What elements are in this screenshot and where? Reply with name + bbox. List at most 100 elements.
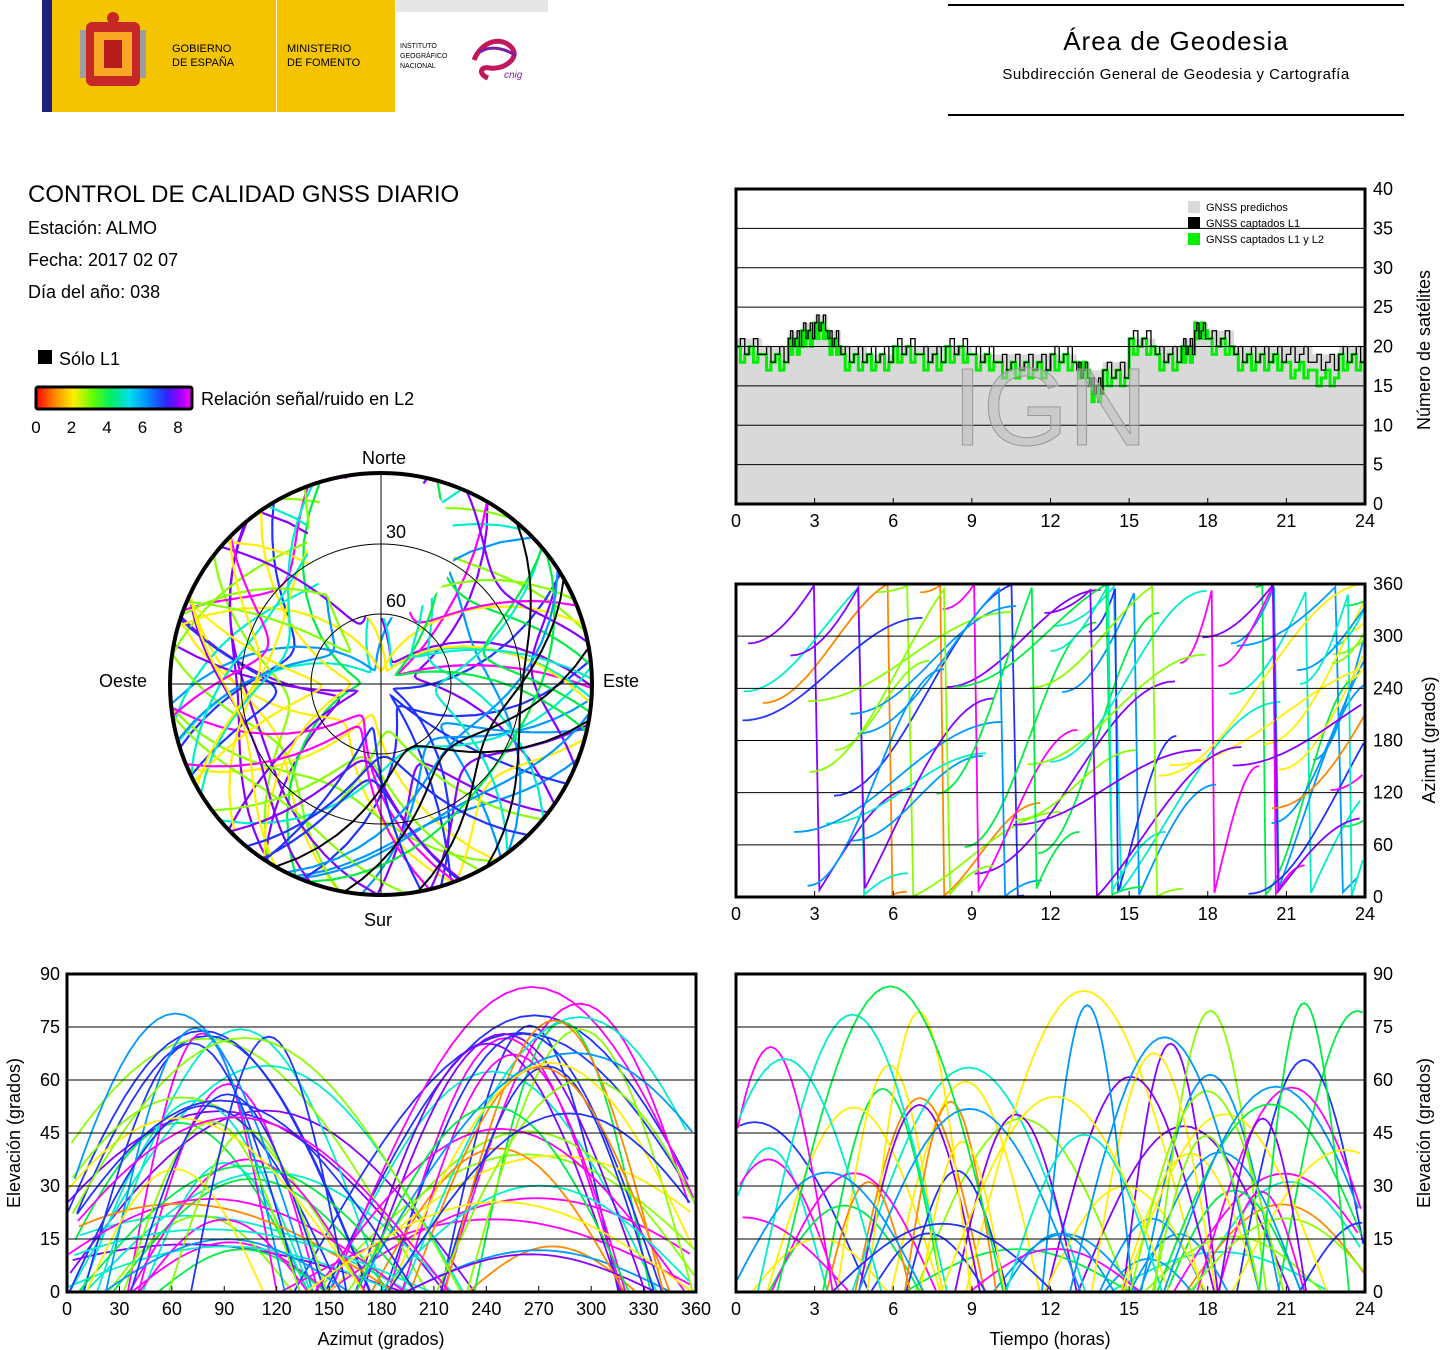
- elevation-azimuth-tracks: [66, 985, 697, 1293]
- x-tick-label: 9: [967, 511, 977, 531]
- skyplot-track: [189, 593, 277, 868]
- elev-az-track: [313, 1127, 686, 1293]
- elev-az-track: [68, 1197, 406, 1293]
- satellites-chart: IGN 0 3 6 9 12 15 18 21 24 0 5 10 15 20 25 30 35 40 Núme…: [731, 180, 1434, 531]
- elev-az-track: [71, 1096, 365, 1293]
- x-tick-label: 18: [1198, 904, 1218, 924]
- azimuth-track: [1169, 667, 1362, 767]
- satellites-grid: [736, 227, 1365, 466]
- elev-time-track: [1151, 1134, 1261, 1293]
- x-tick-label: 21: [1276, 1299, 1296, 1319]
- elev-az-track: [327, 1070, 658, 1293]
- skyplot-chart: Norte Sur Este Oeste 30 60: [99, 448, 639, 930]
- y-tick-label: 30: [40, 1176, 60, 1196]
- elev-time-track: [1077, 1125, 1291, 1293]
- elev-az-track: [354, 1042, 622, 1293]
- x-tick-label: 24: [1355, 1299, 1375, 1319]
- skyplot-track: [392, 572, 562, 887]
- elev-az-track: [79, 1214, 411, 1293]
- azimuth-track: [742, 616, 923, 722]
- elev-time-track: [1191, 1180, 1361, 1293]
- l1-only-label: Sólo L1: [59, 349, 120, 369]
- elev-time-track: [767, 1204, 921, 1293]
- date-label: Fecha: 2017 02 07: [28, 250, 179, 270]
- elev-time-track: [1162, 1085, 1360, 1293]
- y-tick-label: 0: [1373, 887, 1383, 907]
- y-tick-label: 10: [1373, 415, 1393, 435]
- elev-az-track: [190, 1035, 348, 1293]
- elevation-time-grid: [736, 1026, 1365, 1240]
- elev-time-track: [1277, 1009, 1363, 1293]
- coat-of-arms-icon: [80, 12, 146, 86]
- x-tick-label: 60: [162, 1299, 182, 1319]
- skyplot-track: [293, 757, 580, 878]
- legend-predicted: GNSS predichos: [1206, 202, 1288, 214]
- elev-az-track: [76, 1099, 417, 1293]
- x-tick-label: 15: [1119, 1299, 1139, 1319]
- skyplot-track: [264, 726, 423, 892]
- elev-time-track: [770, 1172, 938, 1293]
- elev-az-track: [105, 1027, 286, 1293]
- elev-time-track: [822, 1087, 944, 1293]
- elev-time-track: [736, 1046, 834, 1293]
- inst-line2: GEOGRÁFICO: [400, 51, 448, 60]
- azimuth-track: [857, 586, 1042, 899]
- azimuth-track: [1330, 774, 1363, 791]
- y-tick-label: 0: [1373, 494, 1383, 514]
- l1-only-swatch: [38, 350, 52, 364]
- x-tick-label: 15: [1119, 511, 1139, 531]
- azimuth-track: [1202, 582, 1360, 894]
- elev-time-track: [890, 1080, 1041, 1293]
- x-tick-label: 0: [731, 511, 741, 531]
- y-tick-label: 25: [1373, 297, 1393, 317]
- x-tick-label: 21: [1276, 904, 1296, 924]
- skyplot-south: Sur: [364, 910, 392, 930]
- elev-az-track: [361, 1032, 647, 1293]
- elev-az-track: [442, 1002, 690, 1293]
- azimuth-track: [1296, 607, 1365, 671]
- skyplot-track: [179, 618, 278, 777]
- gov-line1: GOBIERNO: [172, 43, 232, 55]
- x-tick-label: 30: [109, 1299, 129, 1319]
- satellites-x-ticks: 0 3 6 9 12 15 18 21 24: [731, 498, 1375, 531]
- azimuth-track: [942, 581, 1078, 894]
- elev-az-track: [443, 1019, 665, 1293]
- azimuth-track: [833, 583, 1025, 897]
- azimuth-track: [1088, 588, 1177, 893]
- elev-time-track: [776, 985, 1005, 1293]
- elev-az-track: [409, 1066, 671, 1293]
- y-tick-label: 20: [1373, 337, 1393, 357]
- y-tick-label: 15: [40, 1229, 60, 1249]
- skyplot-track: [388, 693, 568, 884]
- elevation-azimuth-ylabel: Elevación (grados): [4, 1058, 24, 1208]
- elev-az-track: [96, 1028, 385, 1293]
- x-tick-label: 9: [967, 1299, 977, 1319]
- ministerio-panel: [277, 0, 395, 112]
- area-title: Área de Geodesia: [1063, 26, 1289, 56]
- azimuth-track: [1271, 661, 1365, 824]
- azimuth-track: [762, 582, 907, 896]
- azimuth-track: [834, 660, 930, 751]
- satellites-ylabel: Número de satélites: [1414, 270, 1434, 430]
- y-tick-label: 35: [1373, 218, 1393, 238]
- snr-colorbar: [34, 385, 194, 411]
- azimuth-time-y-ticks: 0 60 120 180 240 300 360: [1373, 575, 1403, 907]
- y-tick-label: 360: [1373, 575, 1403, 594]
- elev-az-track: [467, 1245, 637, 1293]
- x-tick-label: 180: [366, 1299, 396, 1319]
- skyplot-track: [195, 536, 262, 788]
- y-tick-label: 15: [1373, 1229, 1393, 1249]
- snr-legend: Sólo L1 Relación señal/ruido en L2 0 2 4 6 8: [31, 349, 414, 437]
- elevation-azimuth-x-ticks: 0 30 60 90 120 150 180 210 240 270 300 330 360: [62, 1286, 711, 1319]
- legend-swatch-l1: [1188, 217, 1200, 229]
- legend-swatch-predicted: [1188, 201, 1200, 213]
- elev-az-track: [138, 1218, 309, 1293]
- gov-line2: DE ESPAÑA: [172, 56, 235, 69]
- legend-l1: GNSS captados L1: [1206, 218, 1300, 230]
- elev-time-track: [825, 1181, 912, 1293]
- elev-az-track: [131, 1241, 329, 1293]
- elev-time-track: [1041, 1004, 1134, 1293]
- x-tick-label: 3: [810, 904, 820, 924]
- min-line1: MINISTERIO: [287, 43, 352, 55]
- elev-az-track: [305, 1200, 693, 1293]
